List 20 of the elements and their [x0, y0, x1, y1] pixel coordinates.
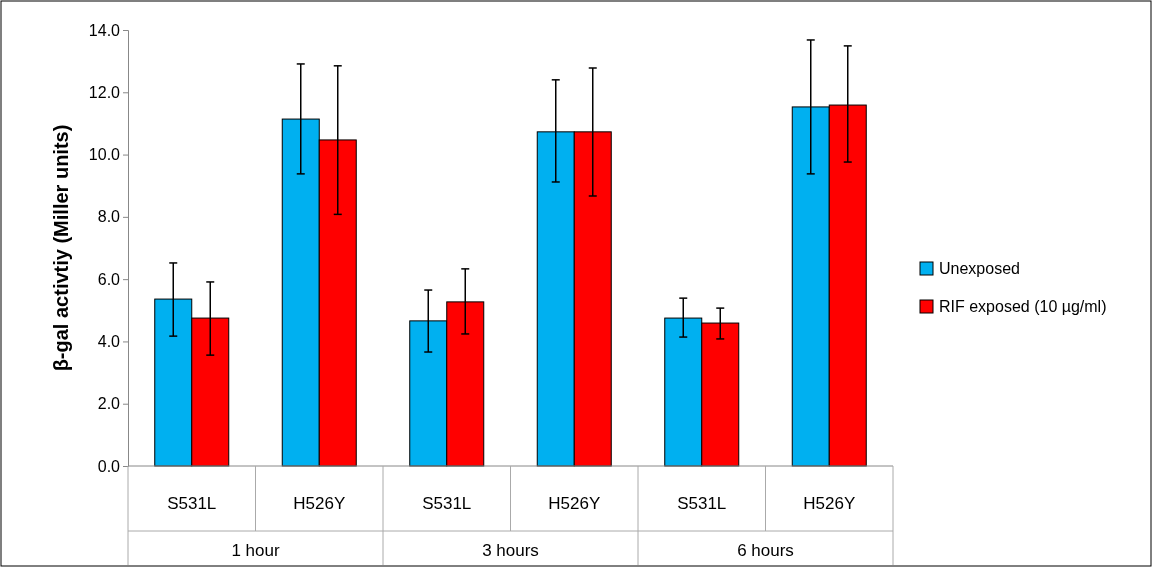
x-tick-label: S531L: [677, 494, 727, 513]
y-tick-label: 10.0: [88, 146, 121, 164]
y-tick-label: 4.0: [97, 333, 121, 351]
x-tick-label: S531L: [167, 494, 217, 513]
y-tick-label: 2.0: [97, 395, 121, 413]
x-tick-label: S531L: [422, 494, 472, 513]
y-axis-title: β-gal activtiy (Miller units): [50, 124, 72, 372]
y-tick-label: 8.0: [97, 208, 121, 226]
y-tick-label: 6.0: [97, 270, 121, 288]
x-tick-label: H526Y: [293, 494, 346, 513]
text: 1 hour: [231, 541, 280, 560]
text: 3 hours: [482, 541, 539, 560]
y-tick-label: 14.0: [88, 21, 121, 39]
x-tick-label: H526Y: [803, 494, 856, 513]
y-tick-label: 12.0: [88, 83, 121, 101]
y-tick-label: 0.0: [97, 457, 121, 475]
text: 6 hours: [737, 541, 794, 560]
legend-label: RIF exposed (10 µg/ml): [939, 298, 1107, 315]
x-tick-label: H526Y: [548, 494, 601, 513]
legend-label: Unexposed: [939, 260, 1020, 277]
